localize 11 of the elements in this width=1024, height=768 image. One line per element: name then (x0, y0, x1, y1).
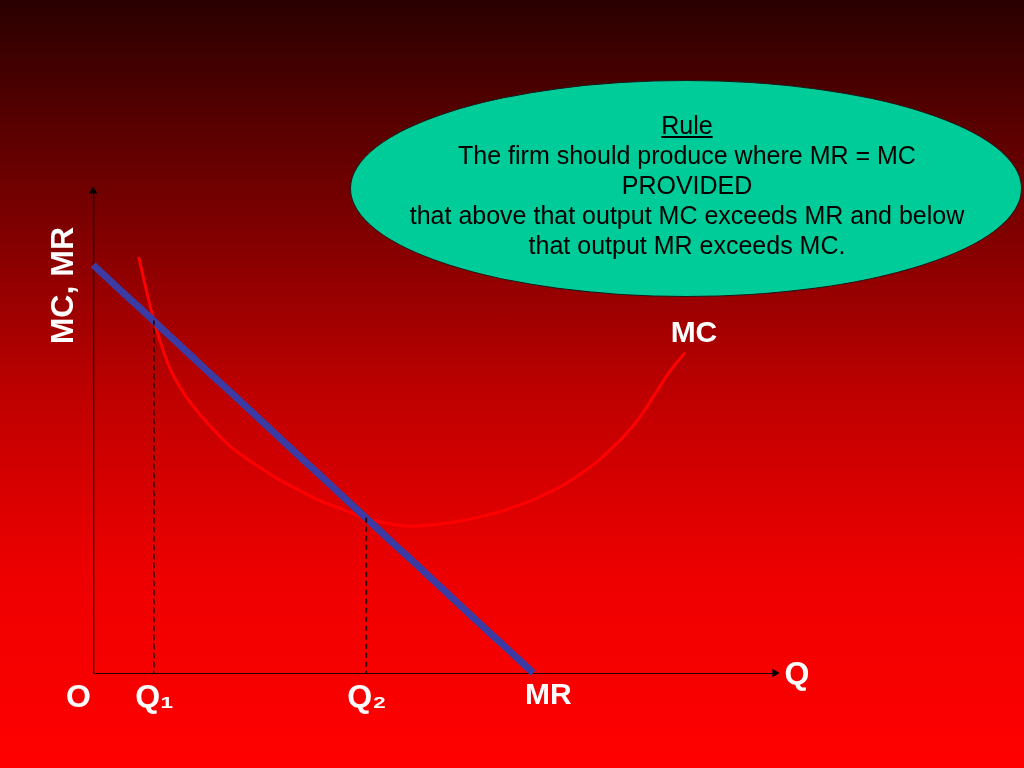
x-axis-title: Q (784, 654, 810, 691)
x-tick-label: Q₂ (347, 677, 387, 714)
text: Rule (660, 110, 714, 140)
series-label: MR (524, 677, 572, 710)
x-tick-label: O (66, 677, 91, 714)
series-label: MC (670, 314, 718, 348)
x-tick-label: Q₁ (135, 677, 174, 714)
y-axis-title: MC, MR (43, 226, 80, 345)
text: PROVIDED (620, 170, 754, 200)
text: The firm should produce where MR = MC (457, 140, 917, 170)
annotation: that above that output MC exceeds MR and below that output MR exceeds MC. (408, 200, 966, 260)
